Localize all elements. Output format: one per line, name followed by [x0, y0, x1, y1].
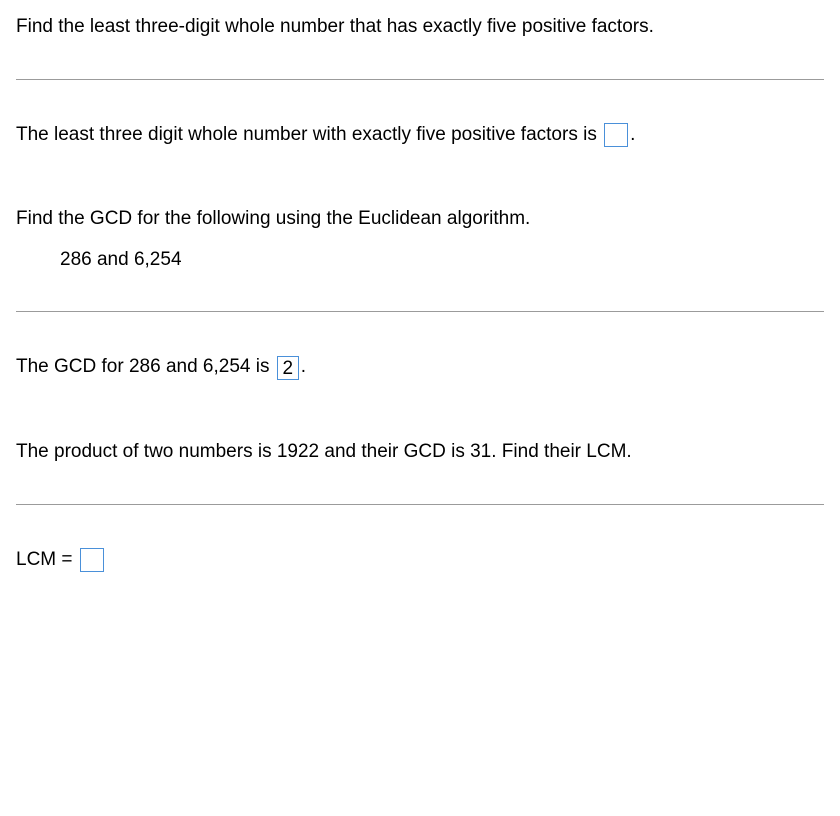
divider	[16, 79, 824, 80]
divider	[16, 504, 824, 505]
answer-prefix: The least three digit whole number with …	[16, 122, 597, 149]
question-line-2: 286 and 6,254	[16, 247, 824, 274]
answer-prefix: The GCD for 286 and 6,254 is	[16, 354, 269, 381]
problem-1-answer: The least three digit whole number with …	[16, 122, 824, 149]
problem-1-question: Find the least three-digit whole number …	[16, 14, 824, 41]
problem-1: Find the least three-digit whole number …	[16, 14, 824, 148]
problem-2-question: Find the GCD for the following using the…	[16, 206, 824, 273]
answer-suffix: .	[630, 122, 635, 149]
problem-3-question: The product of two numbers is 1922 and t…	[16, 439, 824, 466]
answer-prefix: LCM =	[16, 547, 73, 574]
question-line-1: Find the GCD for the following using the…	[16, 206, 824, 233]
divider	[16, 311, 824, 312]
answer-input-3[interactable]	[80, 548, 104, 572]
problem-3: The product of two numbers is 1922 and t…	[16, 439, 824, 573]
problem-3-answer: LCM =	[16, 547, 824, 574]
answer-suffix: .	[301, 354, 306, 381]
answer-input-2[interactable]: 2	[277, 356, 299, 380]
problem-2: Find the GCD for the following using the…	[16, 206, 824, 381]
problem-2-answer: The GCD for 286 and 6,254 is 2 .	[16, 354, 824, 381]
answer-input-1[interactable]	[604, 123, 628, 147]
